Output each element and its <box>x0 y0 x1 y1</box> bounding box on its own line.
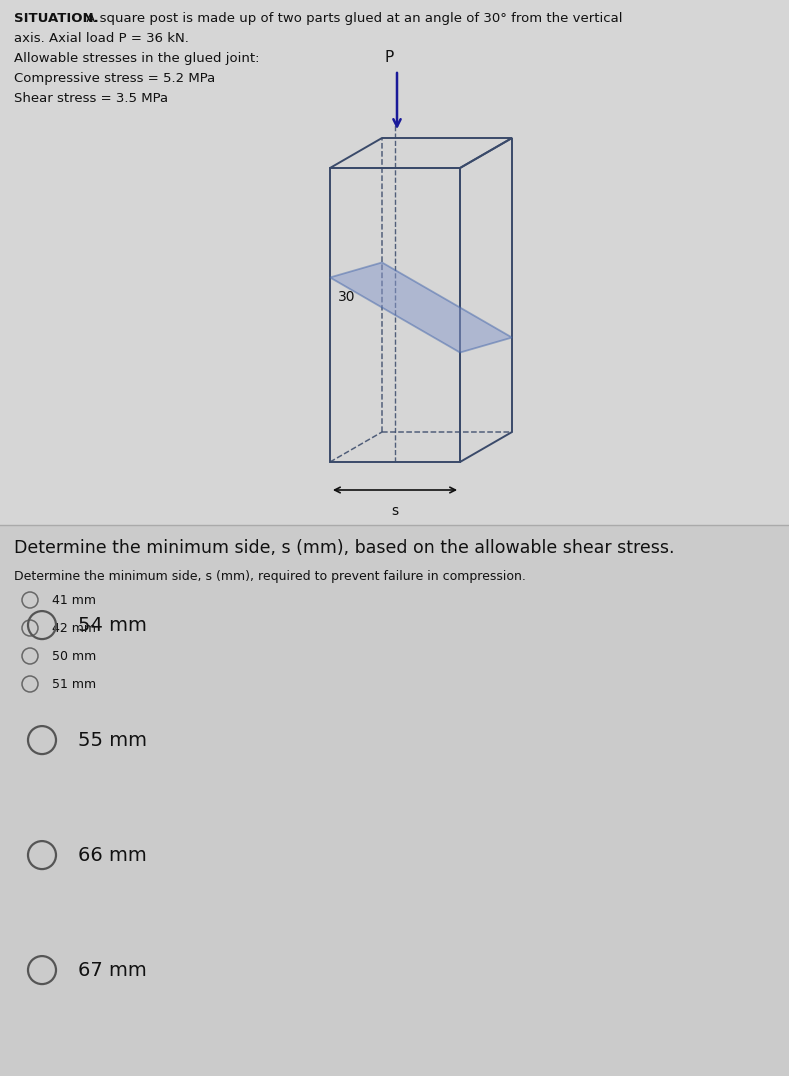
Text: Shear stress = 3.5 MPa: Shear stress = 3.5 MPa <box>14 93 168 105</box>
Text: Compressive stress = 5.2 MPa: Compressive stress = 5.2 MPa <box>14 72 215 85</box>
Text: Determine the minimum side, s (mm), based on the allowable shear stress.: Determine the minimum side, s (mm), base… <box>14 539 675 557</box>
Text: P: P <box>384 49 394 65</box>
Text: 54 mm: 54 mm <box>78 615 147 635</box>
Text: 50 mm: 50 mm <box>52 650 96 663</box>
Text: 42 mm: 42 mm <box>52 622 96 635</box>
Polygon shape <box>0 0 789 525</box>
Text: 66 mm: 66 mm <box>78 846 147 865</box>
Text: A square post is made up of two parts glued at an angle of 30° from the vertical: A square post is made up of two parts gl… <box>82 12 623 25</box>
Text: s: s <box>391 504 398 518</box>
Text: axis. Axial load P = 36 kN.: axis. Axial load P = 36 kN. <box>14 32 189 45</box>
Text: 30: 30 <box>338 291 356 305</box>
Polygon shape <box>0 525 789 1076</box>
Text: 55 mm: 55 mm <box>78 731 147 750</box>
Text: 51 mm: 51 mm <box>52 678 96 691</box>
Text: SITUATION.: SITUATION. <box>14 12 99 25</box>
Text: 41 mm: 41 mm <box>52 594 96 607</box>
Polygon shape <box>330 263 512 353</box>
Text: Determine the minimum side, s (mm), required to prevent failure in compression.: Determine the minimum side, s (mm), requ… <box>14 570 526 583</box>
Text: 67 mm: 67 mm <box>78 961 147 979</box>
Text: Allowable stresses in the glued joint:: Allowable stresses in the glued joint: <box>14 52 260 65</box>
